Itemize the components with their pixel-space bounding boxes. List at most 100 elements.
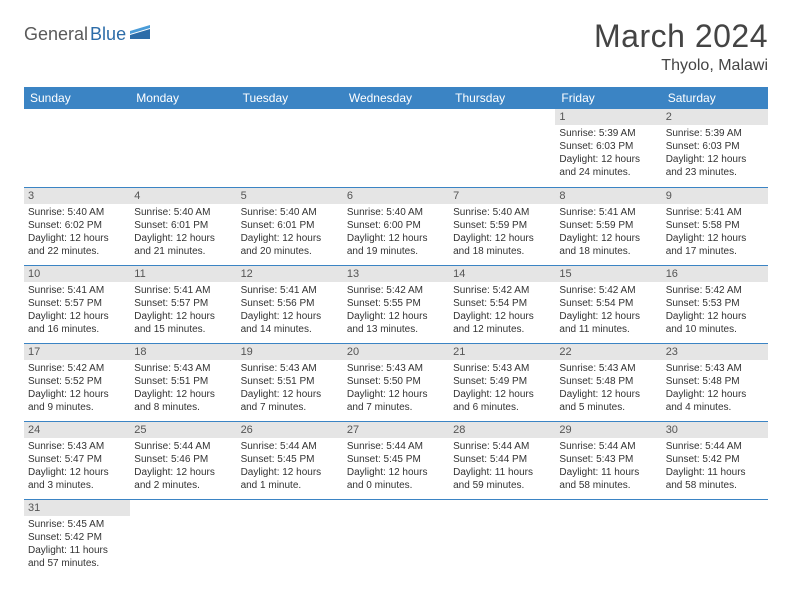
daylight-line: Daylight: 12 hours and 7 minutes. (241, 388, 339, 414)
sunset-line: Sunset: 6:03 PM (559, 140, 657, 153)
sunset-line: Sunset: 6:02 PM (28, 219, 126, 232)
day-body: Sunrise: 5:44 AMSunset: 5:45 PMDaylight:… (237, 438, 343, 496)
day-number: 12 (237, 266, 343, 282)
daylight-line: Daylight: 12 hours and 18 minutes. (559, 232, 657, 258)
calendar-cell (662, 499, 768, 577)
sunrise-line: Sunrise: 5:41 AM (241, 284, 339, 297)
day-number: 24 (24, 422, 130, 438)
day-number: 26 (237, 422, 343, 438)
sunset-line: Sunset: 5:51 PM (241, 375, 339, 388)
calendar-row: 24 Sunrise: 5:43 AMSunset: 5:47 PM Dayligh… (24, 421, 768, 499)
day-number: 11 (130, 266, 236, 282)
daylight-line: Daylight: 11 hours and 58 minutes. (559, 466, 657, 492)
location: Thyolo, Malawi (594, 57, 768, 75)
flag-icon (130, 25, 150, 44)
sunset-line: Sunset: 5:54 PM (453, 297, 551, 310)
day-body: Sunrise: 5:40 AMSunset: 6:01 PMDaylight:… (237, 204, 343, 262)
daylight-line: Daylight: 12 hours and 13 minutes. (347, 310, 445, 336)
day-number: 16 (662, 266, 768, 282)
sunset-line: Sunset: 6:01 PM (241, 219, 339, 232)
sunrise-line: Sunrise: 5:42 AM (347, 284, 445, 297)
day-body: Sunrise: 5:43 AMSunset: 5:48 PMDaylight:… (555, 360, 661, 418)
sunrise-line: Sunrise: 5:43 AM (453, 362, 551, 375)
sunset-line: Sunset: 5:48 PM (559, 375, 657, 388)
sunrise-line: Sunrise: 5:43 AM (347, 362, 445, 375)
day-body: Sunrise: 5:42 AMSunset: 5:52 PMDaylight:… (24, 360, 130, 418)
calendar-cell: 19Sunrise: 5:43 AMSunset: 5:51 PMDayligh… (237, 343, 343, 421)
sunset-line: Sunset: 5:58 PM (666, 219, 764, 232)
day-number: 9 (662, 188, 768, 204)
sunrise-line: Sunrise: 5:44 AM (241, 440, 339, 453)
day-number: 30 (662, 422, 768, 438)
sunrise-line: Sunrise: 5:44 AM (134, 440, 232, 453)
sunset-line: Sunset: 5:59 PM (453, 219, 551, 232)
day-number: 5 (237, 188, 343, 204)
logo-text-blue: Blue (90, 24, 126, 45)
day-number: 18 (130, 344, 236, 360)
sunrise-line: Sunrise: 5:39 AM (666, 127, 764, 140)
day-body: Sunrise: 5:42 AMSunset: 5:53 PMDaylight:… (662, 282, 768, 340)
daylight-line: Daylight: 12 hours and 5 minutes. (559, 388, 657, 414)
logo: General Blue (24, 18, 150, 45)
calendar-cell (24, 109, 130, 187)
day-number: 8 (555, 188, 661, 204)
calendar-cell: 30Sunrise: 5:44 AMSunset: 5:42 PMDayligh… (662, 421, 768, 499)
day-body: Sunrise: 5:42 AMSunset: 5:54 PMDaylight:… (555, 282, 661, 340)
daylight-line: Daylight: 12 hours and 10 minutes. (666, 310, 764, 336)
sunrise-line: Sunrise: 5:39 AM (559, 127, 657, 140)
day-body: Sunrise: 5:39 AMSunset: 6:03 PMDaylight:… (662, 125, 768, 183)
calendar-cell (237, 499, 343, 577)
day-number: 6 (343, 188, 449, 204)
sunrise-line: Sunrise: 5:44 AM (453, 440, 551, 453)
month-title: March 2024 (594, 18, 768, 55)
sunset-line: Sunset: 5:47 PM (28, 453, 126, 466)
sunset-line: Sunset: 5:48 PM (666, 375, 764, 388)
calendar-cell (449, 499, 555, 577)
sunset-line: Sunset: 5:44 PM (453, 453, 551, 466)
day-number: 14 (449, 266, 555, 282)
sunrise-line: Sunrise: 5:43 AM (28, 440, 126, 453)
calendar-table: Sunday Monday Tuesday Wednesday Thursday… (24, 87, 768, 577)
calendar-row: 10Sunrise: 5:41 AMSunset: 5:57 PMDayligh… (24, 265, 768, 343)
day-body: Sunrise: 5:44 AMSunset: 5:45 PMDaylight:… (343, 438, 449, 496)
sunset-line: Sunset: 5:46 PM (134, 453, 232, 466)
day-body: Sunrise: 5:44 AMSunset: 5:43 PMDaylight:… (555, 438, 661, 496)
sunset-line: Sunset: 5:45 PM (241, 453, 339, 466)
weekday-friday: Friday (555, 87, 661, 109)
day-body: Sunrise: 5:42 AMSunset: 5:55 PMDaylight:… (343, 282, 449, 340)
day-number: 28 (449, 422, 555, 438)
sunset-line: Sunset: 5:43 PM (559, 453, 657, 466)
daylight-line: Daylight: 11 hours and 57 minutes. (28, 544, 126, 570)
calendar-cell: 24Sunrise: 5:43 AMSunset: 5:47 PMDayligh… (24, 421, 130, 499)
day-body: Sunrise: 5:43 AMSunset: 5:51 PMDaylight:… (237, 360, 343, 418)
calendar-cell: 15Sunrise: 5:42 AMSunset: 5:54 PMDayligh… (555, 265, 661, 343)
day-number: 27 (343, 422, 449, 438)
calendar-cell: 4Sunrise: 5:40 AMSunset: 6:01 PMDaylight… (130, 187, 236, 265)
day-body: Sunrise: 5:43 AMSunset: 5:49 PMDaylight:… (449, 360, 555, 418)
sunset-line: Sunset: 5:57 PM (28, 297, 126, 310)
sunrise-line: Sunrise: 5:42 AM (666, 284, 764, 297)
daylight-line: Daylight: 12 hours and 15 minutes. (134, 310, 232, 336)
calendar-cell: 23Sunrise: 5:43 AMSunset: 5:48 PMDayligh… (662, 343, 768, 421)
day-number: 13 (343, 266, 449, 282)
sunset-line: Sunset: 5:52 PM (28, 375, 126, 388)
title-block: March 2024 Thyolo, Malawi (594, 18, 768, 75)
daylight-line: Daylight: 12 hours and 16 minutes. (28, 310, 126, 336)
calendar-cell: 8Sunrise: 5:41 AMSunset: 5:59 PMDaylight… (555, 187, 661, 265)
calendar-cell: 29Sunrise: 5:44 AMSunset: 5:43 PMDayligh… (555, 421, 661, 499)
sunset-line: Sunset: 5:57 PM (134, 297, 232, 310)
day-number: 25 (130, 422, 236, 438)
daylight-line: Daylight: 11 hours and 59 minutes. (453, 466, 551, 492)
day-number: 17 (24, 344, 130, 360)
day-body: Sunrise: 5:39 AMSunset: 6:03 PMDaylight:… (555, 125, 661, 183)
calendar-cell: 18Sunrise: 5:43 AMSunset: 5:51 PMDayligh… (130, 343, 236, 421)
daylight-line: Daylight: 12 hours and 24 minutes. (559, 153, 657, 179)
sunrise-line: Sunrise: 5:40 AM (134, 206, 232, 219)
daylight-line: Daylight: 12 hours and 11 minutes. (559, 310, 657, 336)
calendar-cell: 16Sunrise: 5:42 AMSunset: 5:53 PMDayligh… (662, 265, 768, 343)
calendar-cell: 2Sunrise: 5:39 AMSunset: 6:03 PMDaylight… (662, 109, 768, 187)
sunset-line: Sunset: 5:49 PM (453, 375, 551, 388)
calendar-row: 3Sunrise: 5:40 AMSunset: 6:02 PMDaylight… (24, 187, 768, 265)
day-body: Sunrise: 5:44 AMSunset: 5:44 PMDaylight:… (449, 438, 555, 496)
sunrise-line: Sunrise: 5:45 AM (28, 518, 126, 531)
